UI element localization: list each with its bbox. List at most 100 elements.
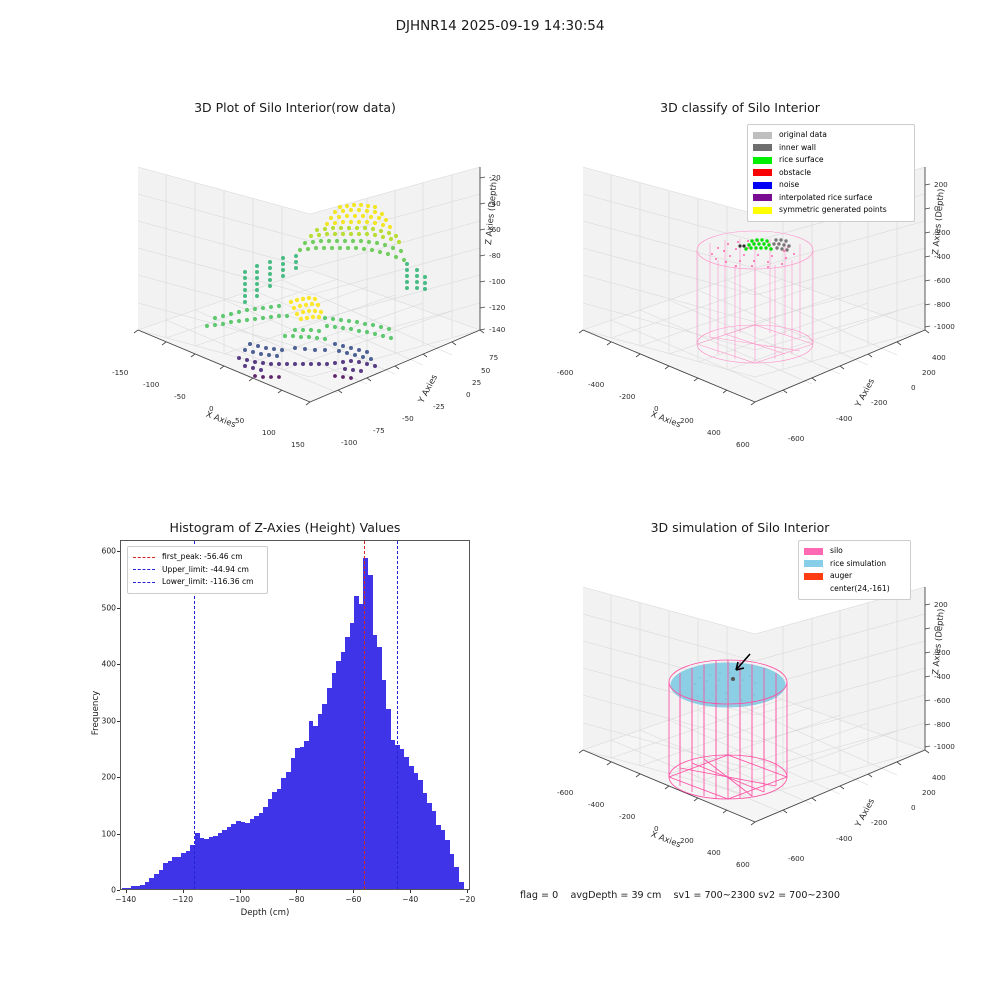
raw-3d-axes <box>133 166 486 406</box>
histogram-ytick-mark <box>117 777 120 779</box>
histogram-ytick-label: 600 <box>101 546 117 556</box>
classify-3d-ytick-5: -600 <box>788 434 805 443</box>
raw-3d-ytick-5: -50 <box>402 414 414 423</box>
histogram-bar <box>222 829 227 889</box>
legend-label-upper-limit: Upper_limit: -44.94 cm <box>162 564 249 574</box>
figure-title: DJHNR14 2025-09-19 14:30:54 <box>395 18 605 34</box>
classify-3d-ztick-4: -600 <box>934 276 951 285</box>
histogram-bar <box>135 885 141 889</box>
classify-3d-ztick-0: 200 <box>934 180 948 189</box>
legend-item-rice-surface: rice surface <box>753 154 908 167</box>
classify-surface-points <box>711 240 795 268</box>
histogram-bar <box>340 652 346 889</box>
histogram-bar <box>217 832 223 889</box>
histogram-bar <box>418 780 423 889</box>
histogram-xtick-mark <box>410 890 412 893</box>
histogram-bar <box>313 726 318 889</box>
histogram-bar <box>226 826 232 889</box>
classify-rice-surface-points <box>744 238 773 251</box>
sim-3d-ytick-3: -200 <box>871 818 888 827</box>
legend-label-inner-wall: inner wall <box>779 142 817 152</box>
histogram-bar <box>254 815 259 889</box>
legend-label-lower-limit: Lower_limit: -116.36 cm <box>162 577 254 587</box>
classify-3d-ztick-3: -400 <box>934 252 951 261</box>
sim-3d-title: 3D simulation of Silo Interior <box>650 520 830 535</box>
histogram-bar <box>327 688 332 889</box>
legend-label-interpolated-rice-surface: interpolated rice surface <box>779 192 873 202</box>
sim-3d-ytick-2: 0 <box>911 803 916 812</box>
histogram-xtick-mark <box>467 890 469 893</box>
histogram-bar <box>263 806 268 889</box>
legend-item-auger: auger <box>804 570 904 583</box>
histogram-bar <box>408 765 414 889</box>
raw-3d-ztick-3: -80 <box>489 251 501 260</box>
histogram-bar <box>331 673 337 889</box>
histogram-bar <box>208 836 214 889</box>
histogram-ylabel: Frequency <box>91 690 101 736</box>
legend-item-obstacle: obstacle <box>753 167 908 180</box>
sim-3d-ztick-3: -400 <box>934 672 951 681</box>
legend-center-note: center(24,-161) <box>830 583 890 593</box>
histogram-bar <box>436 825 441 889</box>
raw-3d-ztick-1: -40 <box>489 199 501 208</box>
histogram-bar <box>358 604 364 889</box>
sim-3d-xtick-2: -200 <box>619 812 636 821</box>
sim-3d-xtick-3: 0 <box>654 824 659 833</box>
sim-3d-xtick-6: 600 <box>736 860 750 869</box>
histogram-bar <box>158 869 164 889</box>
histogram-ytick-mark <box>117 607 120 609</box>
classify-3d-ytick-2: 0 <box>911 383 916 392</box>
histogram-bar <box>181 853 186 889</box>
legend-swatch-auger <box>804 572 823 580</box>
histogram-bar <box>140 885 145 889</box>
histogram-bar <box>281 778 287 889</box>
histogram-bar <box>154 874 159 889</box>
sim-3d-ytick-0: 400 <box>932 773 946 782</box>
histogram-bar <box>449 854 455 889</box>
raw-3d-ztick-2: -60 <box>489 225 501 234</box>
raw-3d-ztick-0: -20 <box>489 173 501 182</box>
classify-3d-ztick-5: -800 <box>934 300 951 309</box>
histogram-bar <box>267 799 273 889</box>
legend-label-original-data: original data <box>779 130 827 140</box>
legend-item-upper-limit: Upper_limit: -44.94 cm <box>133 564 261 577</box>
sim-3d-xtick-1: -400 <box>588 800 605 809</box>
histogram-bar <box>299 747 305 889</box>
histogram-xtick-label: −40 <box>402 895 419 904</box>
raw-3d-ytick-1: 50 <box>481 366 491 375</box>
histogram-bar <box>381 680 387 889</box>
histogram-bar <box>231 823 236 889</box>
histogram-xtick-label: −60 <box>345 895 362 904</box>
sim-3d-ytick-4: -400 <box>836 834 853 843</box>
histogram-bar <box>304 741 309 889</box>
raw-3d-ztick-6: -140 <box>489 325 506 334</box>
histogram-bar <box>290 758 296 889</box>
raw-3d-ytick-7: -100 <box>341 438 358 447</box>
histogram-bar <box>249 819 255 889</box>
histogram-ytick-mark <box>117 833 120 835</box>
histogram-xtick-mark <box>125 890 127 893</box>
histogram-ytick-label: 300 <box>101 716 117 726</box>
histogram-xtick-mark <box>296 890 298 893</box>
panel-histogram: Histogram of Z-Axies (Height) Values −14… <box>70 520 500 920</box>
legend-label-silo: silo <box>830 546 843 556</box>
histogram-bar <box>204 839 209 889</box>
sim-3d-ztick-1: 0 <box>934 624 939 633</box>
classify-obstacle-marker <box>738 244 746 248</box>
legend-swatch-rice-simulation <box>804 560 823 568</box>
histogram-bar <box>131 886 136 889</box>
panel-simulation-3d: 3D simulation of Silo Interior <box>540 520 955 890</box>
histogram-bar <box>345 636 350 889</box>
raw-3d-title: 3D Plot of Silo Interior(row data) <box>194 100 396 115</box>
histogram-bar <box>427 803 432 889</box>
histogram-bar <box>144 882 150 889</box>
histogram-bar <box>431 811 437 889</box>
histogram-ytick-mark <box>117 664 120 666</box>
histogram-bar <box>377 647 382 889</box>
legend-item-lower-limit: Lower_limit: -116.36 cm <box>133 576 261 589</box>
legend-item-interpolated-rice-surface: interpolated rice surface <box>753 192 908 205</box>
raw-3d-ytick-4: -25 <box>433 402 445 411</box>
histogram-bar <box>308 720 314 889</box>
histogram-bar <box>404 757 409 889</box>
